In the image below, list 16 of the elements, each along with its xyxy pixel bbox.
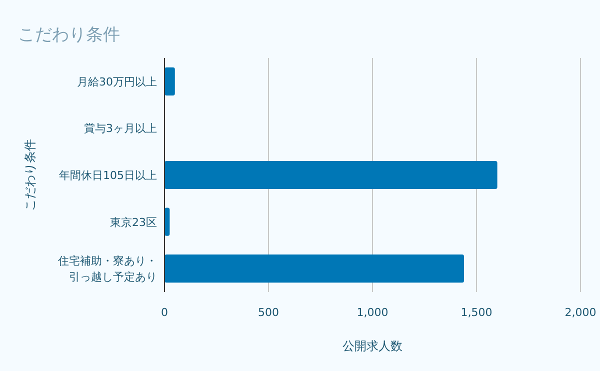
y-tick-label: 賞与3ヶ月以上	[84, 122, 157, 136]
bar	[164, 254, 464, 283]
x-axis-title: 公開求人数	[342, 339, 402, 353]
y-tick-label: 月給30万円以上	[77, 75, 157, 88]
bar	[164, 67, 175, 96]
chart-title: こだわり条件	[18, 25, 120, 45]
bar	[164, 160, 498, 190]
x-tick-label: 0	[161, 306, 168, 319]
x-tick-label: 500	[258, 306, 279, 319]
y-axis-title: こだわり条件	[23, 139, 37, 211]
y-tick-label: 年間休日105日以上	[59, 169, 157, 182]
x-tick-label: 1,500	[460, 306, 492, 319]
x-tick-label: 1,000	[356, 306, 388, 319]
x-tick-label: 2,000	[564, 306, 596, 319]
y-tick-label: 東京23区	[110, 216, 157, 229]
y-tick-label: 住宅補助・寮あり・引っ越し予定あり	[58, 254, 157, 284]
